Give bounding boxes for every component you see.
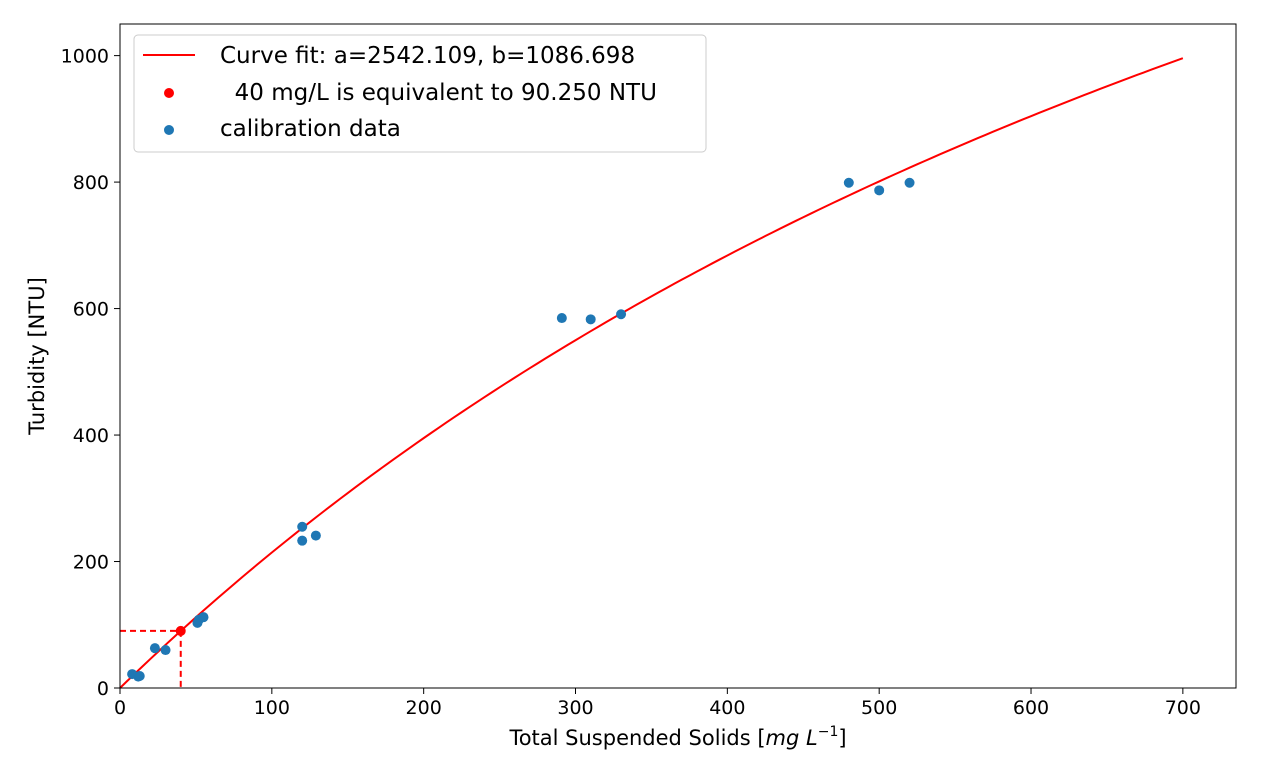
data-point xyxy=(843,177,854,188)
data-point xyxy=(297,535,308,546)
legend-fit-label: Curve fit: a=2542.109, b=1086.698 xyxy=(220,43,635,69)
data-point xyxy=(310,530,321,541)
data-point xyxy=(297,521,308,532)
x-tick-label: 200 xyxy=(406,697,442,719)
legend-box xyxy=(133,34,707,153)
data-point xyxy=(585,314,596,325)
x-tick-label: 100 xyxy=(254,697,290,719)
legend-data-marker xyxy=(164,125,174,135)
data-point xyxy=(616,309,627,320)
y-tick-label: 1000 xyxy=(61,46,109,68)
x-tick-label: 700 xyxy=(1165,697,1201,719)
data-point xyxy=(149,643,160,654)
x-axis-label: Total Suspended Solids [mg L−1] xyxy=(508,724,846,750)
y-axis-label: Turbidity [NTU] xyxy=(25,277,49,436)
legend: Curve fit: a=2542.109, b=1086.698 40 mg/… xyxy=(133,34,707,153)
data-point xyxy=(198,612,209,623)
y-tick-label: 800 xyxy=(73,172,109,194)
highlight-point xyxy=(175,625,186,636)
data-point xyxy=(556,313,567,324)
x-tick-label: 600 xyxy=(1013,697,1049,719)
data-point xyxy=(874,185,885,196)
plot-area xyxy=(119,57,1184,689)
fit-curve xyxy=(119,57,1184,689)
axes-frame xyxy=(119,23,1237,689)
y-tick-label: 200 xyxy=(73,552,109,574)
x-tick-label: 300 xyxy=(557,697,593,719)
y-tick-label: 600 xyxy=(73,299,109,321)
data-point xyxy=(904,177,915,188)
x-tick-label: 500 xyxy=(861,697,897,719)
data-point xyxy=(134,670,145,681)
legend-point-label: 40 mg/L is equivalent to 90.250 NTU xyxy=(220,80,657,106)
y-tick-label: 0 xyxy=(97,678,109,700)
legend-data-label: calibration data xyxy=(220,116,401,142)
y-tick-label: 400 xyxy=(73,425,109,447)
axes: 0 100 200 300 400 500 600 700 0 200 400 600 800 1000 xyxy=(61,23,1237,719)
data-point xyxy=(160,645,171,656)
x-tick-label: 0 xyxy=(114,697,126,719)
legend-point-marker xyxy=(164,88,174,98)
x-tick-label: 400 xyxy=(709,697,745,719)
